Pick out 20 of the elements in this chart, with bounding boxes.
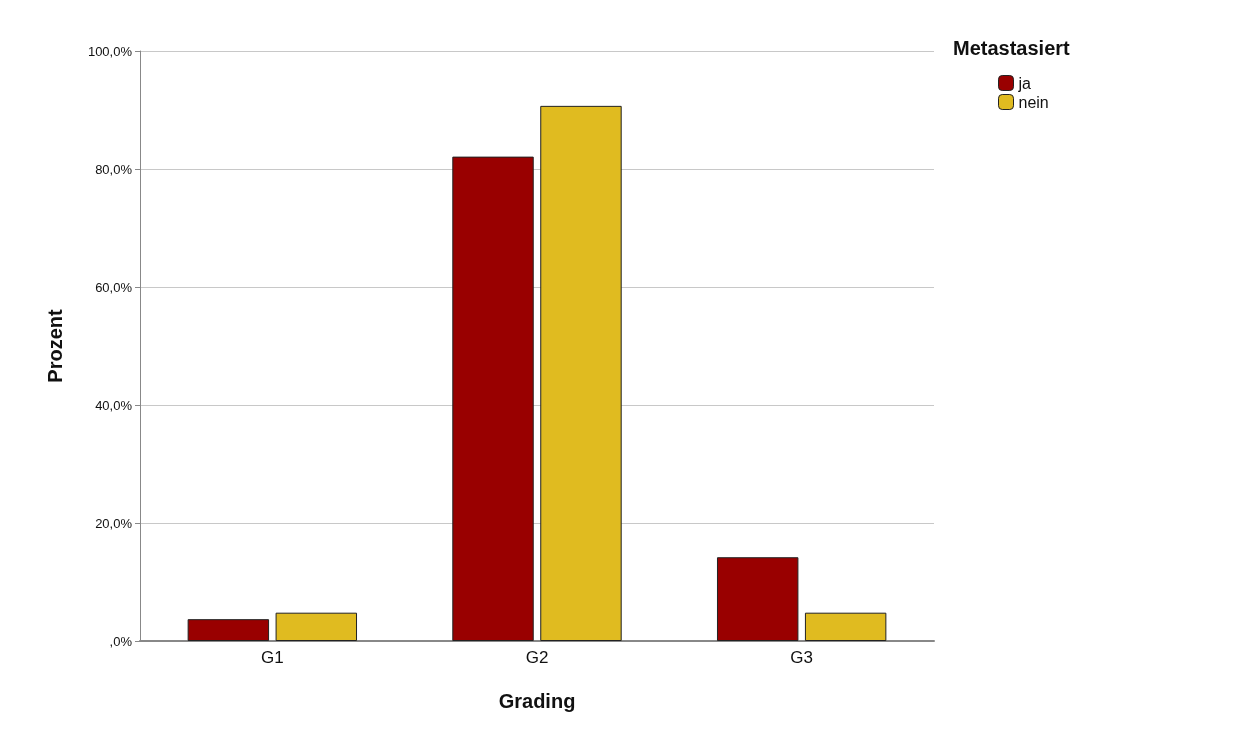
bar [275, 612, 358, 641]
x-tick-label: G2 [525, 648, 549, 667]
legend-label: nein [1018, 93, 1049, 111]
bar [187, 619, 270, 641]
bar [804, 612, 887, 641]
x-axis-title: Grading [498, 690, 576, 712]
y-tick-label: 20,0% [95, 515, 133, 531]
bar [716, 557, 799, 641]
legend-title: Metastasiert [953, 37, 1071, 59]
y-axis-title: Prozent [44, 308, 66, 383]
y-tick-label: 80,0% [95, 161, 133, 177]
x-tick-label: G1 [260, 648, 284, 667]
legend-label: ja [1017, 74, 1032, 92]
y-tick-label: 40,0% [95, 397, 133, 413]
bar [452, 156, 534, 641]
x-tick-label: G3 [790, 648, 814, 667]
y-tick-label: 100,0% [87, 43, 133, 59]
y-tick-label: ,0% [109, 633, 133, 649]
bar [540, 105, 622, 641]
y-tick-label: 60,0% [95, 279, 133, 295]
